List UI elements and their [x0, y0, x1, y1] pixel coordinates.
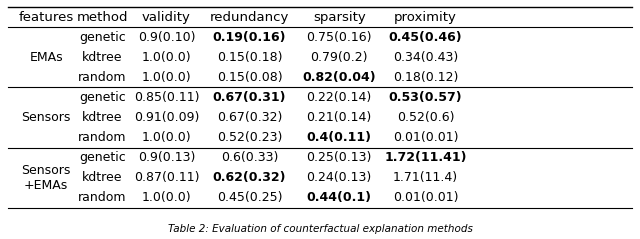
Text: 0.67(0.31): 0.67(0.31) [213, 91, 286, 104]
Text: Sensors: Sensors [21, 111, 71, 124]
Text: 0.53(0.57): 0.53(0.57) [388, 91, 463, 104]
Text: 0.67(0.32): 0.67(0.32) [217, 111, 282, 124]
Text: 0.15(0.18): 0.15(0.18) [217, 51, 282, 64]
Text: 1.0(0.0): 1.0(0.0) [141, 51, 191, 64]
Text: 0.82(0.04): 0.82(0.04) [302, 71, 376, 84]
Text: 0.34(0.43): 0.34(0.43) [393, 51, 458, 64]
Text: 0.9(0.13): 0.9(0.13) [138, 151, 195, 164]
Text: sparsity: sparsity [313, 11, 365, 24]
Text: proximity: proximity [394, 11, 457, 24]
Text: 0.22(0.14): 0.22(0.14) [307, 91, 372, 104]
Text: 0.85(0.11): 0.85(0.11) [134, 91, 199, 104]
Text: genetic: genetic [79, 31, 126, 44]
Text: 0.87(0.11): 0.87(0.11) [134, 171, 199, 184]
Text: 0.25(0.13): 0.25(0.13) [307, 151, 372, 164]
Text: 0.4(0.11): 0.4(0.11) [307, 131, 372, 144]
Text: 0.01(0.01): 0.01(0.01) [393, 131, 458, 144]
Text: features: features [19, 11, 74, 24]
Text: random: random [78, 191, 127, 204]
Text: 0.6(0.33): 0.6(0.33) [221, 151, 278, 164]
Text: 0.21(0.14): 0.21(0.14) [307, 111, 372, 124]
Text: genetic: genetic [79, 151, 126, 164]
Text: redundancy: redundancy [210, 11, 289, 24]
Text: kdtree: kdtree [82, 111, 123, 124]
Text: 0.52(0.23): 0.52(0.23) [217, 131, 282, 144]
Text: 0.45(0.46): 0.45(0.46) [388, 31, 463, 44]
Text: 0.45(0.25): 0.45(0.25) [217, 191, 282, 204]
Text: kdtree: kdtree [82, 171, 123, 184]
Text: 0.18(0.12): 0.18(0.12) [393, 71, 458, 84]
Text: 0.15(0.08): 0.15(0.08) [217, 71, 282, 84]
Text: 1.71(11.4): 1.71(11.4) [393, 171, 458, 184]
Text: 0.91(0.09): 0.91(0.09) [134, 111, 199, 124]
Text: 1.0(0.0): 1.0(0.0) [141, 71, 191, 84]
Text: 0.19(0.16): 0.19(0.16) [213, 31, 286, 44]
Text: validity: validity [142, 11, 191, 24]
Text: genetic: genetic [79, 91, 126, 104]
Text: random: random [78, 131, 127, 144]
Text: 0.62(0.32): 0.62(0.32) [213, 171, 286, 184]
Text: kdtree: kdtree [82, 51, 123, 64]
Text: 1.72(11.41): 1.72(11.41) [385, 151, 467, 164]
Text: method: method [77, 11, 128, 24]
Text: 0.01(0.01): 0.01(0.01) [393, 191, 458, 204]
Text: 1.0(0.0): 1.0(0.0) [141, 191, 191, 204]
Text: 0.44(0.1): 0.44(0.1) [307, 191, 372, 204]
Text: 0.52(0.6): 0.52(0.6) [397, 111, 454, 124]
Text: 0.79(0.2): 0.79(0.2) [310, 51, 368, 64]
Text: Sensors
+EMAs: Sensors +EMAs [21, 164, 71, 192]
Text: 0.75(0.16): 0.75(0.16) [307, 31, 372, 44]
Text: 0.9(0.10): 0.9(0.10) [138, 31, 195, 44]
Text: Table 2: Evaluation of counterfactual explanation methods: Table 2: Evaluation of counterfactual ex… [168, 224, 472, 234]
Text: 0.24(0.13): 0.24(0.13) [307, 171, 372, 184]
Text: random: random [78, 71, 127, 84]
Text: EMAs: EMAs [29, 51, 63, 64]
Text: 1.0(0.0): 1.0(0.0) [141, 131, 191, 144]
